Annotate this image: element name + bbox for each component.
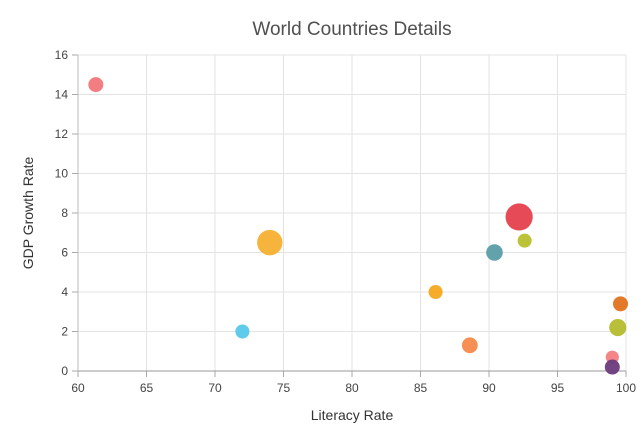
- axes: [72, 54, 627, 377]
- data-point-11[interactable]: [613, 296, 629, 312]
- y-tick-label: 6: [61, 246, 68, 260]
- data-point-7[interactable]: [517, 233, 532, 248]
- y-axis-title: GDP Growth Rate: [20, 157, 36, 270]
- data-point-1[interactable]: [235, 324, 250, 339]
- y-tick-label: 10: [55, 167, 69, 181]
- x-tick-label: 75: [277, 381, 291, 395]
- x-tick-label: 85: [414, 381, 428, 395]
- y-tick-label: 14: [55, 88, 69, 102]
- y-tick-label: 2: [61, 325, 68, 339]
- y-tick-label: 8: [61, 206, 68, 220]
- data-point-0[interactable]: [88, 77, 104, 93]
- y-tick-label: 12: [55, 127, 69, 141]
- x-tick-label: 90: [482, 381, 496, 395]
- x-tick-label: 100: [616, 381, 636, 395]
- tick-labels: 60 65 70 75 80 85 90 95 100 0 2 4 6 8 10 12 14 16: [55, 48, 637, 395]
- x-tick-label: 60: [71, 381, 85, 395]
- x-tick-label: 80: [345, 381, 359, 395]
- x-tick-label: 95: [551, 381, 565, 395]
- data-point-5[interactable]: [486, 244, 503, 261]
- x-axis-title: Literacy Rate: [311, 407, 394, 423]
- x-tick-label: 65: [140, 381, 154, 395]
- data-points: [88, 77, 629, 375]
- y-tick-label: 16: [55, 48, 69, 62]
- data-point-4[interactable]: [461, 337, 478, 354]
- data-point-9[interactable]: [604, 359, 620, 375]
- y-tick-label: 4: [61, 285, 68, 299]
- data-point-3[interactable]: [428, 285, 443, 299]
- chart-title: World Countries Details: [252, 19, 451, 40]
- data-point-2[interactable]: [257, 229, 283, 256]
- grid-lines: [77, 54, 627, 372]
- y-tick-label: 0: [61, 364, 68, 378]
- data-point-6[interactable]: [505, 203, 533, 231]
- data-point-10[interactable]: [609, 318, 627, 337]
- x-tick-label: 70: [208, 381, 222, 395]
